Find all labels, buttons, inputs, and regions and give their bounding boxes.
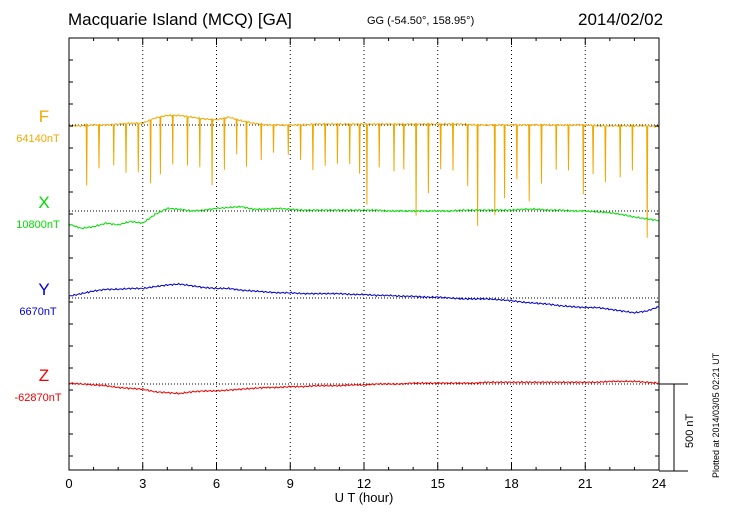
trace-X <box>68 205 660 230</box>
x-tick-label-21: 21 <box>578 476 592 491</box>
station-title: Macquarie Island (MCQ) [GA] <box>68 10 292 29</box>
series-label-F: F <box>39 107 49 126</box>
baseline-value-X: 10800nT <box>16 219 60 231</box>
baseline-value-F: 64140nT <box>16 133 60 145</box>
date-label: 2014/02/02 <box>578 10 664 29</box>
series-label-Y: Y <box>38 280 49 299</box>
baseline-value-Y: 6670nT <box>19 306 57 318</box>
scale-bar-label: 500 nT <box>684 413 696 448</box>
x-tick-label-15: 15 <box>431 476 445 491</box>
x-tick-label-12: 12 <box>357 476 371 491</box>
trace-Y <box>68 282 660 314</box>
baseline-value-Z: -62870nT <box>14 392 61 404</box>
x-tick-label-18: 18 <box>504 476 518 491</box>
plotted-timestamp: Plotted at 2014/03/05 02:21 UT <box>711 352 721 478</box>
coordinates-label: GG (-54.50°, 158.95°) <box>367 15 475 27</box>
x-tick-label-24: 24 <box>652 476 666 491</box>
x-tick-label-0: 0 <box>65 476 72 491</box>
scale-bar <box>659 383 688 472</box>
x-tick-label-6: 6 <box>213 476 220 491</box>
x-tick-label-3: 3 <box>139 476 146 491</box>
series-label-X: X <box>38 193 49 212</box>
x-tick-label-9: 9 <box>287 476 294 491</box>
series-label-Z: Z <box>39 366 49 385</box>
trace-F <box>68 114 660 238</box>
trace-Z <box>68 379 659 395</box>
x-axis-label: U T (hour) <box>335 490 394 505</box>
